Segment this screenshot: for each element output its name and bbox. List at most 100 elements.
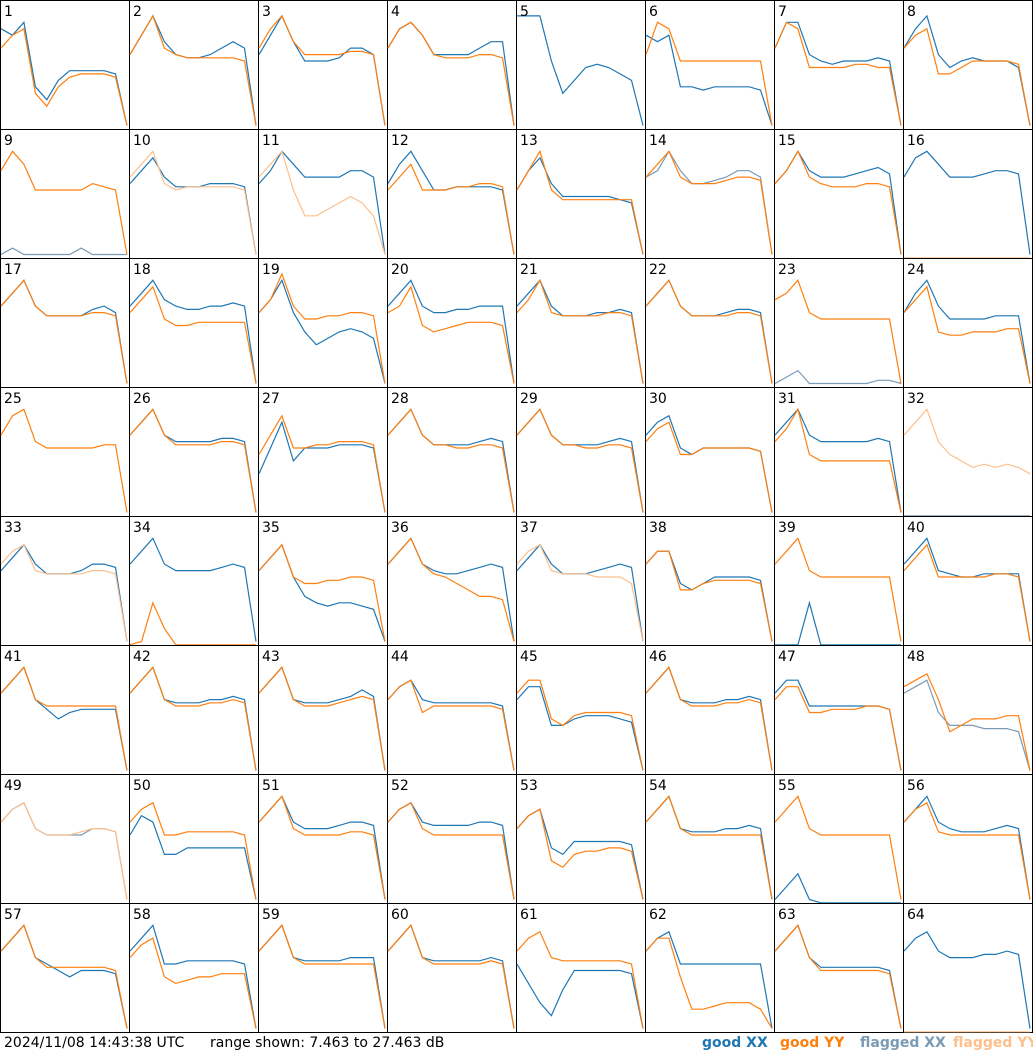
panel: 37 xyxy=(516,516,646,646)
panel-frame xyxy=(645,0,775,130)
panel-label: 3 xyxy=(262,4,271,20)
panel-label: 29 xyxy=(520,391,538,407)
panel-frame xyxy=(0,516,130,646)
spectrum-line xyxy=(645,930,773,1029)
panel: 63 xyxy=(774,903,904,1033)
panel-frame xyxy=(129,0,259,130)
panel-label: 60 xyxy=(391,907,409,923)
panel-label: 35 xyxy=(262,520,280,536)
spectrum-line xyxy=(645,550,773,642)
spectrum-line xyxy=(387,408,515,513)
panel-label: 37 xyxy=(520,520,538,536)
spectrum-line xyxy=(129,14,257,126)
panel: 25 xyxy=(0,387,130,517)
panel-frame xyxy=(645,129,775,259)
panel-label: 10 xyxy=(133,133,151,149)
panel: 10 xyxy=(129,129,259,259)
spectrum-line xyxy=(516,543,644,642)
panel: 5 xyxy=(516,0,646,130)
panel-label: 11 xyxy=(262,133,280,149)
spectrum-line xyxy=(774,872,901,904)
spectrum-line xyxy=(0,666,128,771)
panel: 48 xyxy=(903,645,1033,775)
spectrum-line xyxy=(516,149,644,255)
spectrum-line xyxy=(129,408,257,513)
panel: 54 xyxy=(645,774,775,904)
panel-frame xyxy=(129,516,259,646)
panel: 64 xyxy=(903,903,1033,1033)
panel-label: 55 xyxy=(778,778,796,794)
panel-label: 30 xyxy=(649,391,667,407)
spectrum-line xyxy=(903,930,1031,1029)
panel-label: 36 xyxy=(391,520,409,536)
spectrum-line xyxy=(387,679,515,771)
panel: 6 xyxy=(645,0,775,130)
panel-label: 28 xyxy=(391,391,409,407)
panel-label: 57 xyxy=(4,907,22,923)
panel-frame xyxy=(774,387,904,517)
panel-label: 33 xyxy=(4,520,22,536)
panel-frame xyxy=(0,0,130,130)
panel-frame xyxy=(387,645,517,775)
panel-frame xyxy=(0,774,130,904)
panel: 23 xyxy=(774,258,904,388)
spectrum-line xyxy=(258,278,386,384)
panel-frame xyxy=(903,645,1033,775)
panel: 56 xyxy=(903,774,1033,904)
spectrum-line xyxy=(517,15,644,126)
spectrum-line xyxy=(129,150,257,255)
spectrum-line xyxy=(258,666,386,771)
spectrum-line xyxy=(129,666,257,771)
spectrum-line xyxy=(903,543,1031,642)
panel-frame xyxy=(516,516,646,646)
panel: 24 xyxy=(903,258,1033,388)
panel-frame xyxy=(903,258,1033,388)
panel-frame xyxy=(129,903,259,1033)
panel-label: 38 xyxy=(649,520,667,536)
panel: 30 xyxy=(645,387,775,517)
spectrum-line xyxy=(645,21,773,126)
spectrum-line xyxy=(129,814,257,900)
panel-frame xyxy=(903,774,1033,904)
panel-label: 19 xyxy=(262,262,280,278)
spectrum-line xyxy=(387,285,515,384)
panel-frame xyxy=(774,645,904,775)
spectrum-line xyxy=(387,279,515,384)
spectrum-line xyxy=(387,801,515,900)
panel-label: 17 xyxy=(4,262,22,278)
panel-frame xyxy=(774,516,904,646)
panel-label: 40 xyxy=(907,520,925,536)
panel-frame xyxy=(774,258,904,388)
panel: 28 xyxy=(387,387,517,517)
panel-label: 34 xyxy=(133,520,151,536)
spectrum-line xyxy=(774,686,902,771)
spectrum-line xyxy=(0,408,128,513)
spectrum-line xyxy=(258,795,386,900)
panel-frame xyxy=(387,774,517,904)
panel-label: 44 xyxy=(391,649,409,665)
spectrum-line xyxy=(903,27,1031,126)
spectrum-line xyxy=(387,21,515,126)
spectrum-line xyxy=(258,414,386,513)
panel: 61 xyxy=(516,903,646,1033)
panel-frame xyxy=(129,645,259,775)
spectrum-line xyxy=(775,600,901,646)
spectrum-line xyxy=(0,150,128,255)
legend-entry: good YY xyxy=(780,1035,845,1051)
panel-frame xyxy=(903,516,1033,646)
spectrum-line xyxy=(774,21,902,126)
spectrum-line xyxy=(903,285,1031,384)
panel-frame xyxy=(903,903,1033,1033)
panel-label: 22 xyxy=(649,262,667,278)
panel-label: 61 xyxy=(520,907,538,923)
panel-label: 27 xyxy=(262,391,280,407)
spectrum-line xyxy=(0,543,128,642)
spectrum-line xyxy=(258,150,386,255)
panel-label: 20 xyxy=(391,262,409,278)
panel-frame xyxy=(516,903,646,1033)
panel: 4 xyxy=(387,0,517,130)
panel-frame xyxy=(258,774,388,904)
spectrum-line xyxy=(645,937,773,1029)
legend-entry: flagged XX xyxy=(860,1035,946,1051)
